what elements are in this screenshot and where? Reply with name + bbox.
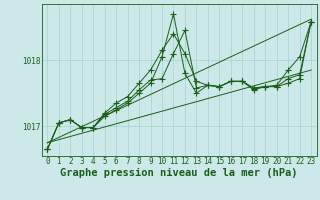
X-axis label: Graphe pression niveau de la mer (hPa): Graphe pression niveau de la mer (hPa) — [60, 168, 298, 178]
